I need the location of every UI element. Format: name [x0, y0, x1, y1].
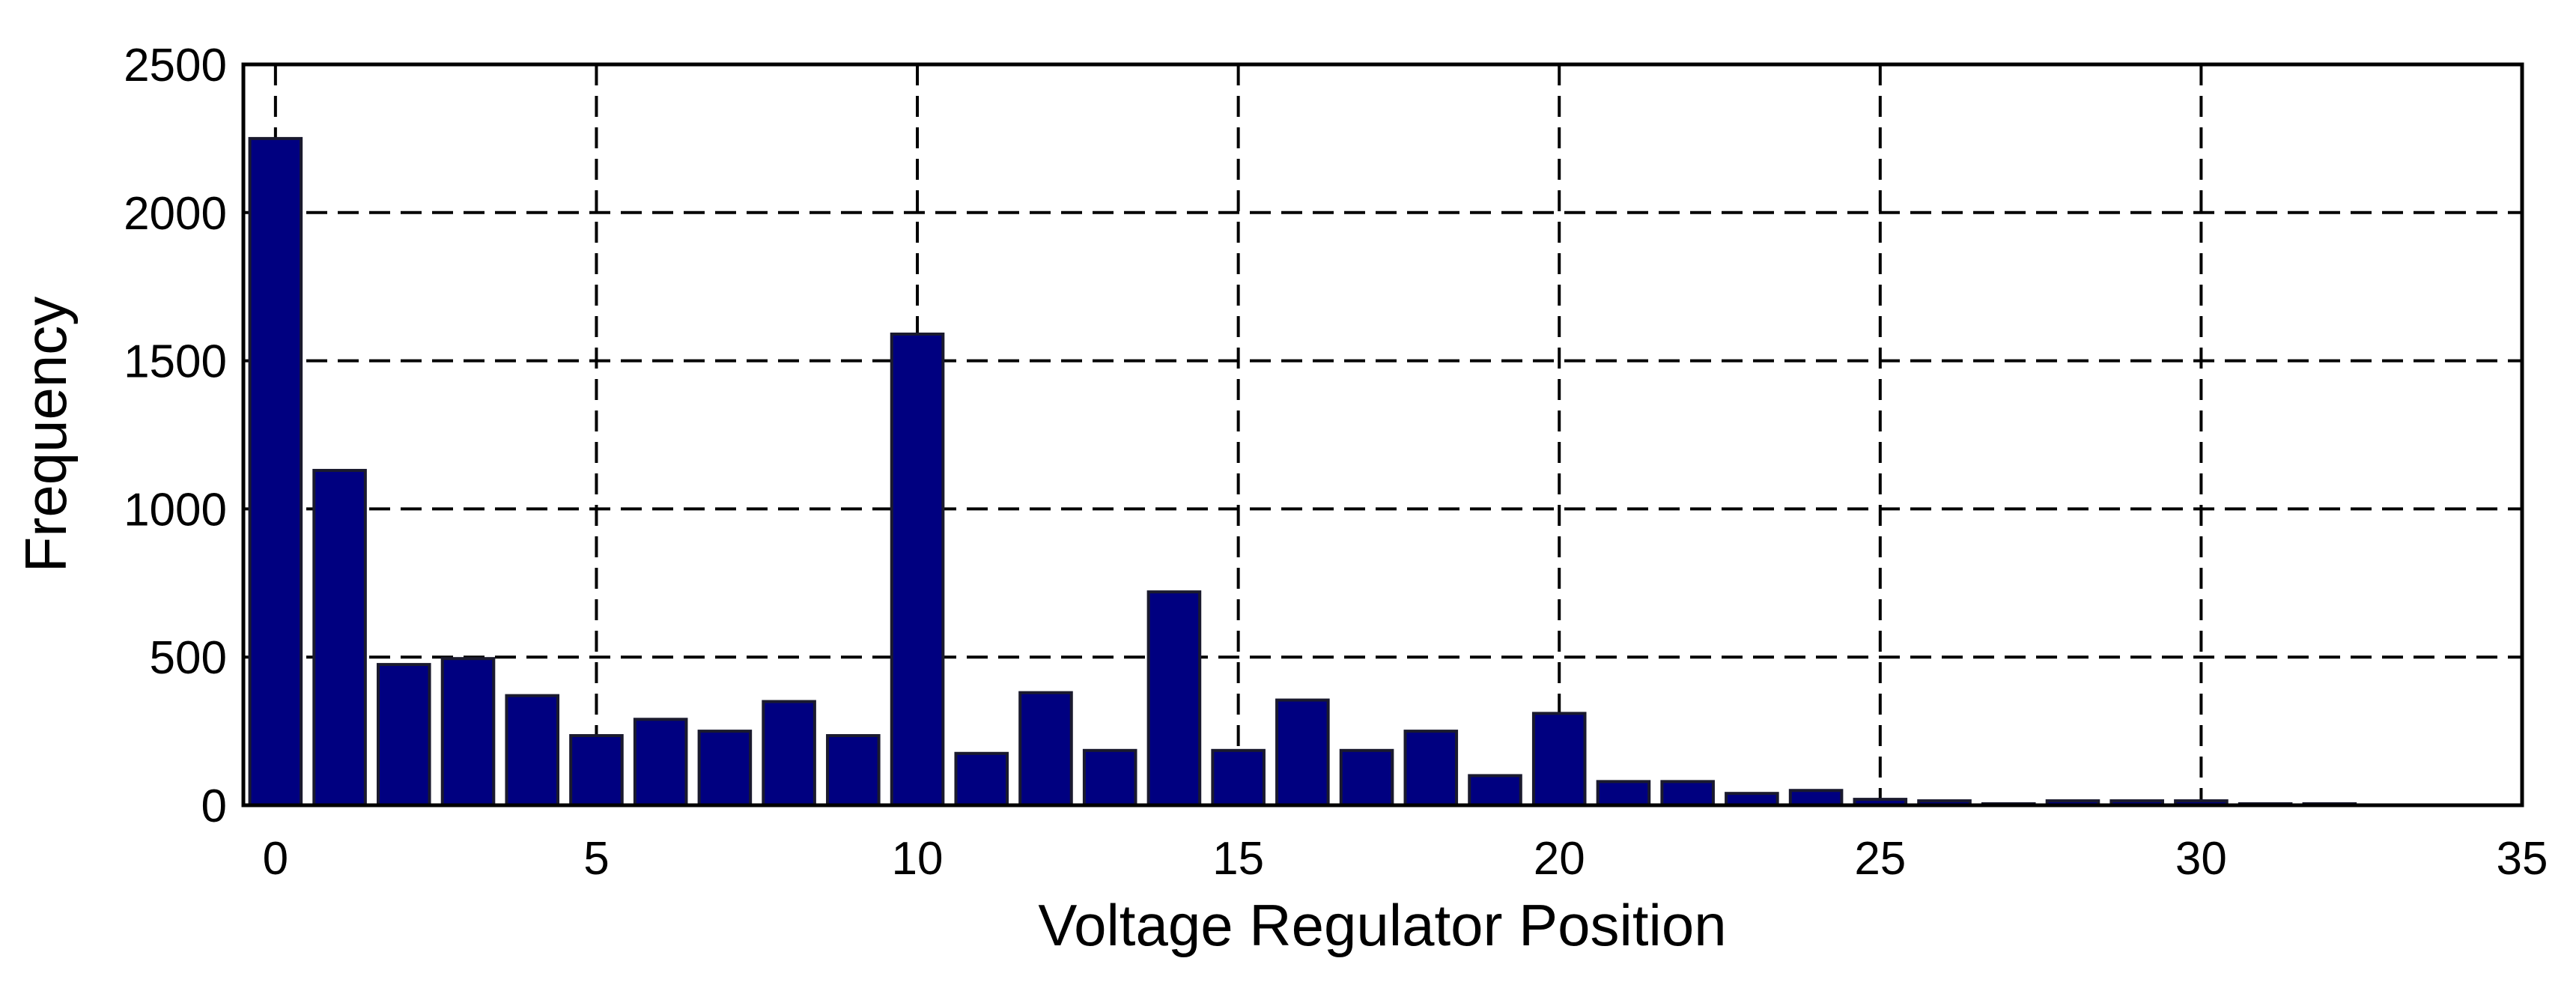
bar	[248, 136, 303, 807]
y-tick-label: 1000	[124, 484, 227, 536]
plot-frame	[241, 62, 2524, 807]
tick-labels: 0 500 1000 1500 2000 2500 0 5 10 15 20 25 30 35	[124, 40, 2548, 885]
x-tick-label: 25	[1854, 833, 1906, 885]
x-axis-label: Voltage Regulator Position	[1038, 892, 1726, 958]
y-tick-label: 500	[150, 632, 227, 684]
bar	[1018, 691, 1073, 807]
bar	[1211, 748, 1266, 807]
x-tick-label: 15	[1212, 833, 1264, 885]
x-tick-label: 35	[2497, 833, 2548, 885]
bar	[1082, 748, 1137, 807]
x-tick-label: 5	[583, 833, 609, 885]
x-tick-label: 0	[263, 833, 288, 885]
bar	[569, 734, 624, 807]
bar	[377, 663, 431, 807]
x-tick-label: 20	[1534, 833, 1585, 885]
bar	[762, 700, 816, 807]
bar	[890, 332, 945, 807]
y-tick-label: 0	[201, 781, 227, 832]
bar	[1596, 780, 1651, 807]
bar	[1403, 730, 1459, 807]
y-tick-label: 1500	[124, 336, 227, 388]
x-tick-label: 30	[2175, 833, 2227, 885]
bar	[954, 751, 1009, 807]
bar	[1275, 698, 1330, 807]
bar	[1468, 774, 1522, 807]
y-tick-label: 2500	[124, 40, 227, 91]
y-tick-label: 2000	[124, 188, 227, 240]
bar	[1788, 789, 1844, 807]
bar	[697, 730, 753, 807]
bar	[1660, 780, 1715, 807]
x-tick-label: 10	[892, 833, 944, 885]
bar	[1339, 748, 1394, 807]
bar	[1531, 712, 1587, 807]
bar	[312, 468, 367, 807]
y-axis-label: Frequency	[13, 297, 79, 573]
bar	[505, 694, 560, 807]
bar	[440, 657, 496, 807]
bar	[1146, 590, 1202, 807]
bar	[826, 734, 881, 807]
grid	[243, 63, 2524, 807]
bar	[633, 718, 688, 807]
bars	[248, 136, 2357, 807]
